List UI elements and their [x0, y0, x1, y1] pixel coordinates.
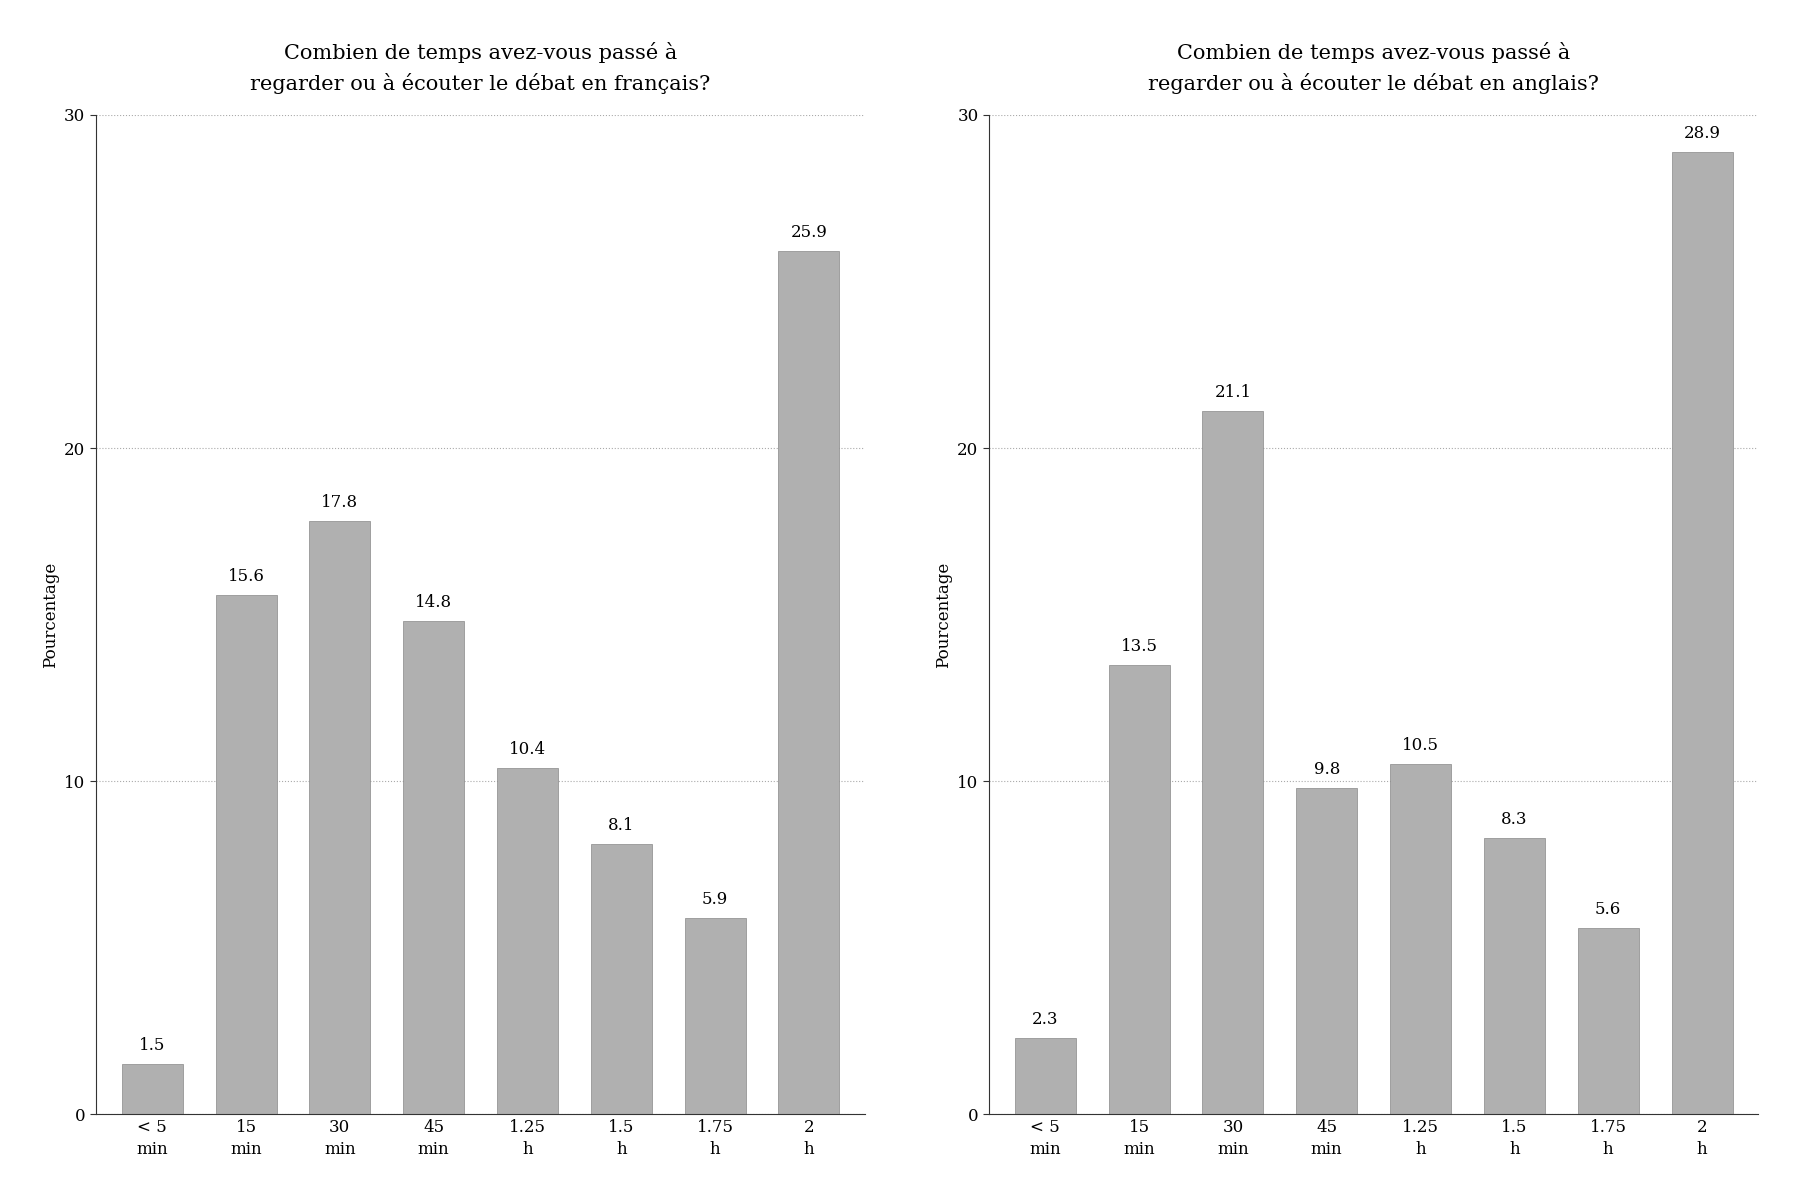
Bar [122, 1064, 182, 1115]
Bar [216, 594, 277, 1115]
Bar [590, 845, 652, 1115]
Bar [1672, 151, 1733, 1115]
Text: 28.9: 28.9 [1683, 125, 1721, 142]
Text: 13.5: 13.5 [1121, 637, 1157, 654]
Text: 5.9: 5.9 [702, 890, 729, 907]
Bar [684, 918, 745, 1115]
Y-axis label: Pourcentage: Pourcentage [934, 562, 952, 667]
Text: 10.5: 10.5 [1402, 738, 1438, 755]
Bar [1390, 764, 1451, 1115]
Bar [1109, 665, 1170, 1115]
Text: 5.6: 5.6 [1595, 901, 1622, 918]
Bar [497, 768, 558, 1115]
Bar [1202, 412, 1264, 1115]
Text: 2.3: 2.3 [1031, 1010, 1058, 1027]
Text: 15.6: 15.6 [227, 568, 265, 584]
Bar [1296, 787, 1357, 1115]
Text: 25.9: 25.9 [790, 224, 828, 241]
Text: 10.4: 10.4 [509, 740, 545, 758]
Text: 17.8: 17.8 [320, 494, 358, 511]
Title: Combien de temps avez-vous passé à
regarder ou à écouter le débat en français?: Combien de temps avez-vous passé à regar… [250, 42, 711, 94]
Bar [778, 252, 839, 1115]
Bar [310, 521, 371, 1115]
Bar [1015, 1038, 1076, 1115]
Bar [1579, 928, 1638, 1115]
Text: 21.1: 21.1 [1215, 384, 1251, 401]
Text: 14.8: 14.8 [416, 594, 452, 611]
Bar [403, 622, 464, 1115]
Text: 9.8: 9.8 [1314, 761, 1339, 778]
Bar [1483, 838, 1544, 1115]
Text: 1.5: 1.5 [139, 1037, 166, 1055]
Text: 8.3: 8.3 [1501, 811, 1528, 828]
Text: 8.1: 8.1 [608, 817, 635, 834]
Y-axis label: Pourcentage: Pourcentage [41, 562, 59, 667]
Title: Combien de temps avez-vous passé à
regarder ou à écouter le débat en anglais?: Combien de temps avez-vous passé à regar… [1148, 42, 1598, 94]
